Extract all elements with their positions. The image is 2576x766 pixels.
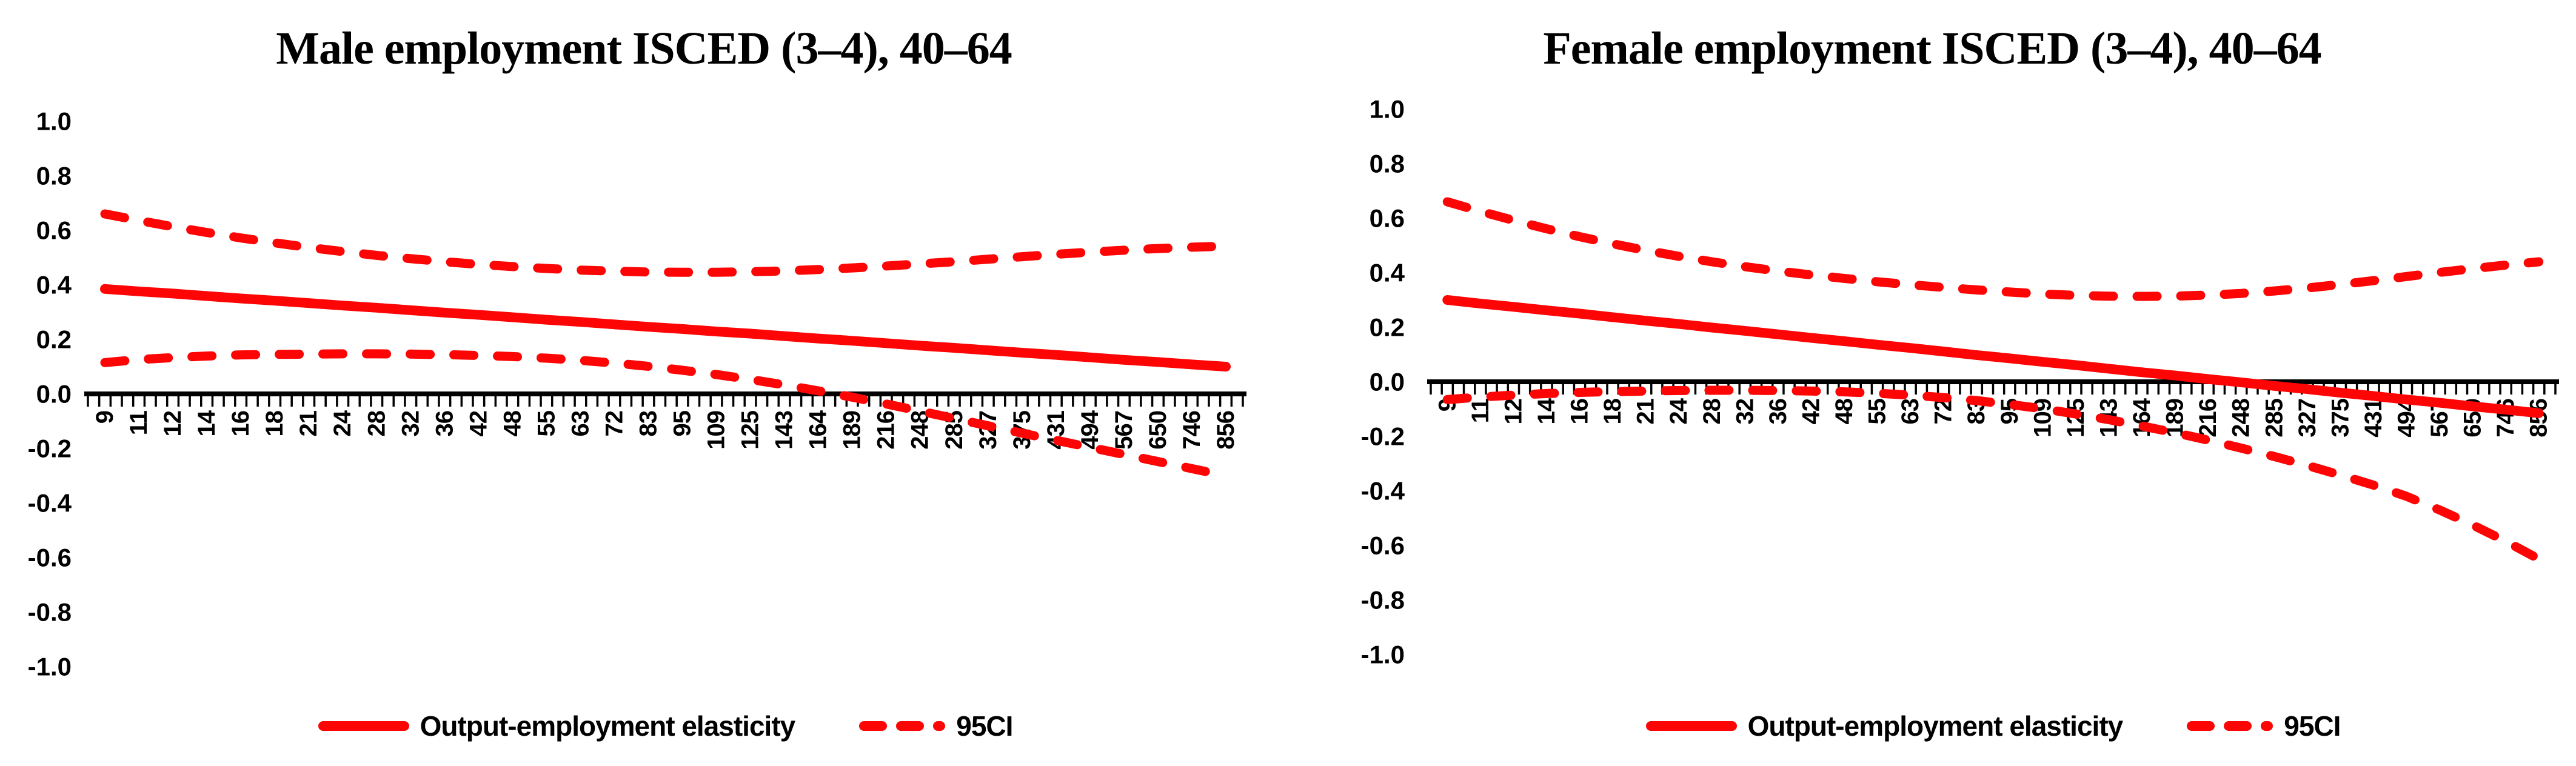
- x-axis-label: 32: [397, 411, 424, 437]
- x-axis-label: 63: [1897, 399, 1924, 425]
- y-axis-label: 0.6: [36, 216, 72, 245]
- x-axis-label: 36: [1765, 399, 1791, 425]
- x-axis-label: 55: [1864, 398, 1891, 424]
- series-ci-line: [100, 209, 1231, 277]
- x-axis-label: 55: [533, 410, 560, 436]
- x-axis-label: 856: [2526, 399, 2552, 438]
- x-axis-label: 83: [635, 411, 661, 437]
- legend-label-elasticity: Output-employment elasticity: [420, 710, 796, 742]
- x-axis-label: 11: [1467, 398, 1494, 423]
- y-axis-label: 0.6: [1370, 204, 1405, 233]
- y-axis-label: -1.0: [1361, 641, 1405, 669]
- series-ci-line: [100, 349, 1231, 481]
- chart-legend-female: Output-employment elasticity 95CI: [1431, 708, 2555, 744]
- x-axis-label: 12: [159, 411, 186, 437]
- x-axis-label: 285: [2261, 398, 2287, 437]
- y-axis-label: -1.0: [28, 653, 72, 681]
- y-axis-label: -0.2: [28, 435, 72, 463]
- x-axis-label: 109: [703, 411, 730, 450]
- x-axis-label: 11: [125, 410, 152, 435]
- x-axis-label: 18: [261, 410, 288, 436]
- x-axis-label: 72: [1930, 399, 1957, 425]
- x-axis-label: 21: [295, 410, 322, 436]
- chart-plot-female: 1.00.80.60.40.20.0-0.2-0.4-0.6-0.8-1.09 1…: [1361, 95, 2559, 669]
- y-axis-label: 0.8: [1370, 150, 1405, 178]
- series-elasticity-line: [1442, 295, 2544, 418]
- x-axis-label: 143: [771, 411, 798, 450]
- chart-plot-male: 1.00.80.60.40.20.0-0.2-0.4-0.6-0.8-1.09 1…: [28, 107, 1246, 681]
- x-axis-label: 650: [1145, 411, 1171, 450]
- y-axis-label: -0.4: [28, 489, 72, 518]
- y-axis-label: 0.4: [1370, 259, 1405, 287]
- x-axis-label: 42: [465, 411, 492, 437]
- x-axis-label: 16: [227, 411, 254, 437]
- x-axis-label: 431: [2360, 398, 2387, 437]
- chart-legend-male: Output-employment elasticity 95CI: [88, 708, 1243, 744]
- series-ci-line: [1442, 385, 2544, 564]
- y-axis-label: 0.8: [36, 162, 72, 190]
- y-axis-label: 0.0: [36, 380, 72, 408]
- x-axis-label: 32: [1731, 399, 1758, 425]
- series-ci-line: [1442, 197, 2544, 301]
- x-axis-label: 28: [1699, 398, 1725, 424]
- y-axis-label: 0.4: [36, 271, 72, 299]
- legend-label-elasticity: Output-employment elasticity: [1747, 710, 2124, 742]
- x-axis-label: 18: [1599, 398, 1626, 424]
- x-axis-label: 9: [92, 411, 118, 424]
- y-axis-label: 1.0: [36, 107, 72, 136]
- y-axis-label: 1.0: [1370, 95, 1405, 124]
- x-axis-label: 856: [1213, 411, 1239, 450]
- x-axis-label: 14: [193, 410, 220, 436]
- x-axis-label: 16: [1567, 399, 1593, 425]
- x-axis-label: 12: [1500, 399, 1527, 425]
- y-axis-label: 0.0: [1370, 368, 1405, 396]
- y-axis-label: 0.2: [1370, 313, 1405, 342]
- chart-panel-male: Male employment ISCED (3–4), 40–64 1.0 0.…: [28, 23, 1246, 744]
- y-axis-label: -0.8: [1361, 586, 1405, 614]
- x-axis-label: 125: [737, 410, 764, 449]
- x-axis-label: 48: [1831, 398, 1858, 424]
- chart-title-female: Female employment ISCED (3–4), 40–64: [1543, 23, 2321, 74]
- x-axis-label: 24: [1665, 398, 1692, 424]
- x-axis-label: 216: [873, 411, 900, 450]
- x-axis-label: 42: [1798, 399, 1824, 425]
- legend-spacer: [2133, 726, 2176, 727]
- y-axis-label: -0.6: [1361, 531, 1405, 560]
- y-axis-label: -0.8: [28, 598, 72, 627]
- x-axis-label: 48: [499, 410, 526, 436]
- legend-spacer: [806, 726, 848, 727]
- legend-dashed-line-swatch: [2187, 721, 2273, 731]
- y-axis-label: -0.6: [28, 544, 72, 572]
- y-axis-label: 0.2: [36, 325, 72, 354]
- x-axis-label: 36: [431, 411, 458, 437]
- x-axis-label: 28: [363, 410, 390, 436]
- y-axis-label: -0.2: [1361, 422, 1405, 451]
- x-axis-label: 63: [567, 411, 594, 437]
- x-axis-label: 164: [805, 410, 832, 449]
- chart-title-male: Male employment ISCED (3–4), 40–64: [276, 23, 1012, 74]
- x-axis-label: 327: [2294, 399, 2321, 438]
- x-axis-label: 21: [1633, 398, 1659, 424]
- x-axis-label: 746: [1179, 411, 1205, 450]
- x-axis-label: 14: [1533, 398, 1560, 424]
- legend-label-ci: 95CI: [2284, 710, 2341, 742]
- x-axis-label: 95: [669, 410, 696, 436]
- y-axis-label: -0.4: [1361, 477, 1405, 505]
- x-axis-label: 72: [601, 411, 627, 437]
- x-axis-label: 24: [329, 410, 356, 436]
- x-axis-label: 216: [2195, 399, 2221, 438]
- x-axis-label: 248: [2228, 398, 2255, 437]
- series-elasticity-line: [100, 284, 1231, 371]
- x-axis-label: 375: [2327, 398, 2354, 437]
- legend-label-ci: 95CI: [956, 710, 1013, 742]
- legend-solid-line-swatch: [1645, 721, 1737, 731]
- x-axis-label: 567: [1111, 411, 1137, 450]
- chart-panel-female: Female employment ISCED (3–4), 40–64 1.0…: [1288, 0, 2576, 766]
- legend-solid-line-swatch: [318, 721, 409, 731]
- legend-dashed-line-swatch: [859, 721, 946, 731]
- x-axis-label: 189: [839, 411, 866, 450]
